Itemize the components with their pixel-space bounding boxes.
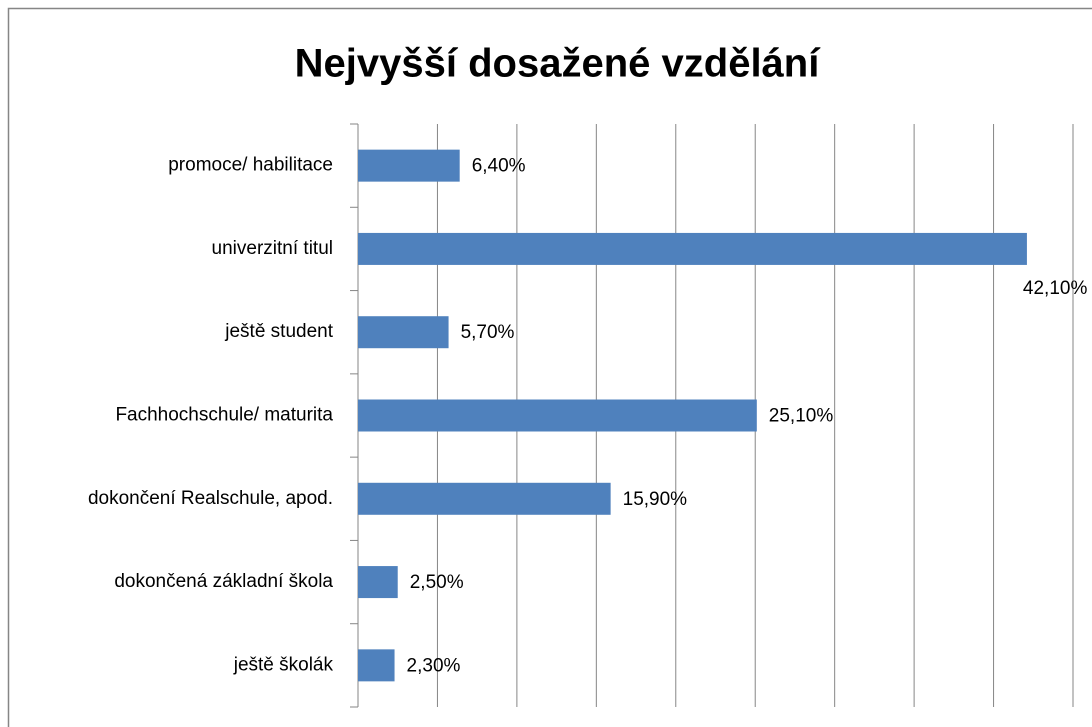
chart-frame [7, 7, 1092, 727]
bar [358, 399, 757, 432]
data-label: 15,90% [623, 489, 688, 510]
bar [358, 149, 460, 182]
bar [358, 482, 611, 515]
y-tick-label: promoce/ habilitace [168, 155, 333, 176]
y-tick-label: ještě školák [233, 654, 334, 675]
y-tick-label: Fachhochschule/ maturita [115, 405, 333, 426]
data-label: 2,50% [410, 572, 464, 593]
data-label: 5,70% [461, 322, 515, 343]
data-label: 2,30% [407, 655, 461, 676]
data-label: 42,10% [1023, 278, 1088, 299]
bar [358, 232, 1027, 265]
bar [358, 566, 398, 599]
y-tick-label: univerzitní titul [212, 238, 333, 259]
data-label: 6,40% [472, 156, 526, 177]
data-label: 25,10% [769, 406, 834, 427]
bar [358, 649, 395, 682]
y-tick-label: dokončení Realschule, apod. [88, 488, 333, 509]
y-tick-label: dokončená základní škola [114, 571, 333, 592]
y-tick-label: ještě student [224, 321, 333, 342]
chart-title: Nejvyšší dosažené vzdělání [295, 42, 822, 86]
bar [358, 316, 449, 349]
